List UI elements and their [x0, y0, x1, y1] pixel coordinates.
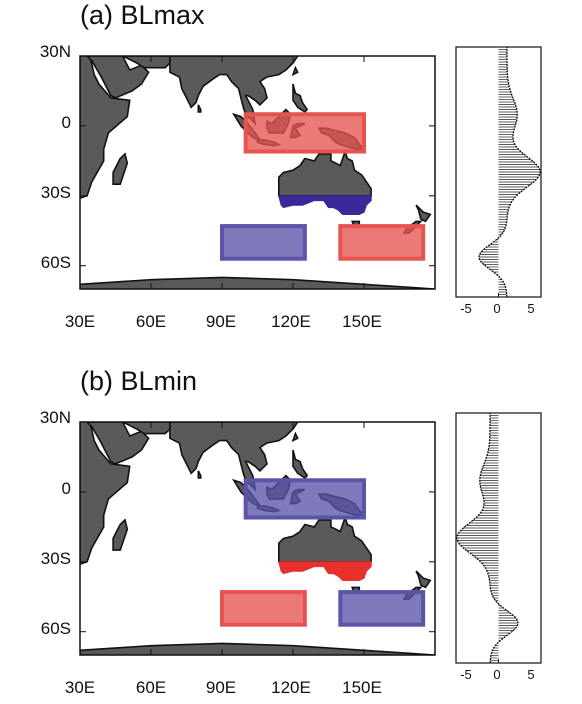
land-taiwan — [291, 65, 299, 77]
region-box-3 — [338, 224, 426, 261]
land-srilanka — [197, 470, 202, 479]
region-box-1 — [243, 112, 367, 154]
profile-curve — [456, 413, 519, 664]
lat-tick-60s-b: 60S — [40, 619, 71, 638]
profile-tick-0-b: 0 — [493, 667, 501, 682]
australia-north — [277, 514, 372, 563]
lat-tick-0: 0 — [61, 113, 71, 132]
land-layer — [80, 422, 435, 655]
lon-tick-30e: 30E — [64, 312, 96, 331]
land-africa — [80, 422, 131, 565]
land-madagascar — [112, 518, 129, 551]
land-nz_n — [415, 570, 432, 589]
profile-tick-0: 0 — [493, 301, 501, 316]
land-antarctica — [80, 642, 435, 655]
panel-a-title: (a) BLmax — [80, 0, 205, 30]
lon-tick-150e: 150E — [342, 312, 382, 331]
land-iran — [122, 422, 171, 435]
map-frame — [79, 55, 436, 290]
lon-tick-60e-b: 60E — [135, 678, 167, 697]
profile-tick-5-b: 5 — [527, 667, 535, 682]
panel-b-title: (b) BLmin — [80, 366, 198, 396]
lon-tick-60e: 60E — [135, 312, 167, 331]
lon-tick-120e: 120E — [271, 312, 311, 331]
lon-tick-90e-b: 90E — [205, 678, 237, 697]
land-madagascar — [112, 152, 129, 185]
profile-tick-neg5-b: -5 — [460, 667, 472, 682]
land-taiwan — [291, 431, 299, 443]
lon-tick-90e: 90E — [205, 312, 237, 331]
land-arabia — [85, 422, 150, 465]
lat-tick-30n-b: 30N — [39, 408, 71, 427]
lat-tick-30s: 30S — [40, 183, 71, 202]
land-srilanka — [197, 104, 202, 113]
lon-tick-150e-b: 150E — [342, 678, 382, 697]
land-nz_n — [415, 204, 432, 223]
region-box-3 — [338, 590, 426, 627]
land-philippines — [292, 449, 309, 479]
profile-tick-5: 5 — [527, 301, 535, 316]
australia-south-anomaly — [278, 561, 372, 582]
lon-tick-120e-b: 120E — [271, 678, 311, 697]
region-box-2 — [220, 590, 307, 627]
lat-tick-60s: 60S — [40, 253, 71, 272]
australia-north — [277, 148, 372, 197]
map-frame — [79, 421, 436, 656]
region-box-2 — [220, 224, 307, 261]
land-philippines — [292, 83, 309, 113]
profile-tick-neg5: -5 — [460, 301, 472, 316]
land-arabia — [85, 56, 150, 99]
region-box-1 — [243, 478, 367, 520]
lon-tick-30e-b: 30E — [64, 678, 96, 697]
lat-tick-30s-b: 30S — [40, 549, 71, 568]
land-africa — [80, 56, 131, 199]
lat-tick-0-b: 0 — [61, 479, 71, 498]
australia-south-anomaly — [278, 195, 372, 215]
lat-tick-30n: 30N — [39, 42, 71, 61]
profile-curve — [478, 47, 541, 298]
